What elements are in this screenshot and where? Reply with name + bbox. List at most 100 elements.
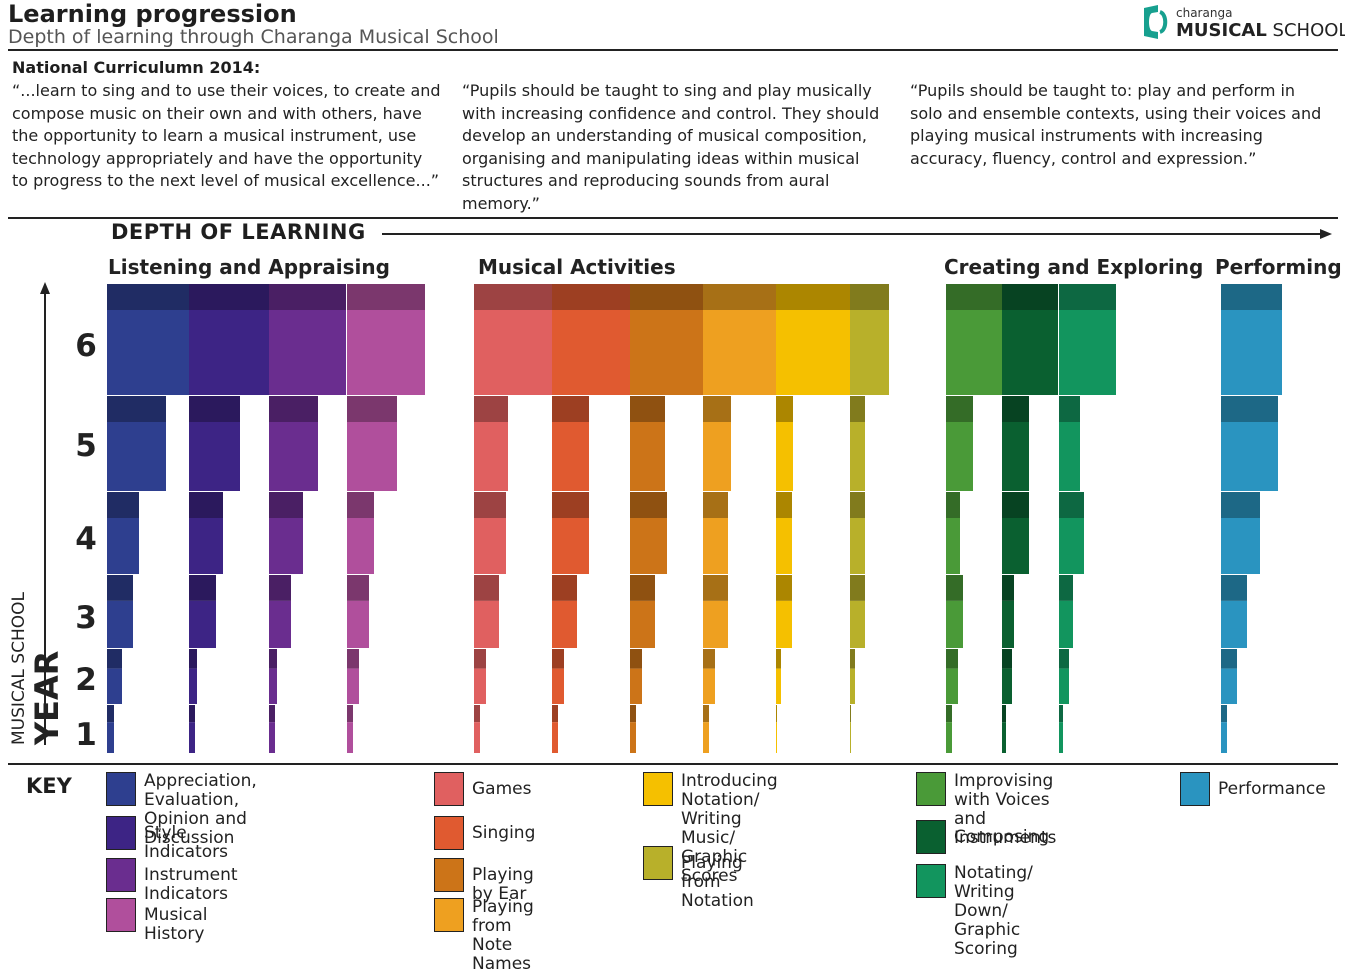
bar-10-1 bbox=[946, 722, 952, 753]
year-label-3: 3 bbox=[75, 600, 97, 636]
key-swatch bbox=[643, 846, 673, 880]
bar-cap-7-2 bbox=[703, 649, 715, 669]
bar-5-3 bbox=[552, 600, 577, 648]
bar-cap-7-3 bbox=[703, 575, 728, 601]
bar-cap-13-1 bbox=[1221, 705, 1227, 723]
bar-cap-10-2 bbox=[946, 649, 958, 669]
bar-cap-8-4 bbox=[776, 492, 792, 518]
bar-12-6 bbox=[1059, 310, 1116, 395]
bar-1-4 bbox=[189, 518, 223, 574]
bar-cap-4-6 bbox=[474, 284, 553, 310]
bar-1-2 bbox=[189, 668, 197, 704]
bar-cap-0-3 bbox=[107, 575, 133, 601]
bar-cap-8-2 bbox=[776, 649, 781, 669]
bar-cap-5-4 bbox=[552, 492, 589, 518]
bar-13-2 bbox=[1221, 668, 1237, 704]
bar-11-4 bbox=[1002, 518, 1029, 574]
bar-cap-12-3 bbox=[1059, 575, 1073, 601]
key-item-label: Playing from Notation bbox=[681, 853, 754, 911]
key-swatch bbox=[434, 816, 464, 850]
bar-cap-3-2 bbox=[347, 649, 359, 669]
group-heading-2: Creating and Exploring bbox=[944, 255, 1203, 279]
bar-cap-8-5 bbox=[776, 396, 793, 422]
bar-5-1 bbox=[552, 722, 558, 753]
bar-cap-7-5 bbox=[703, 396, 731, 422]
bar-11-1 bbox=[1002, 722, 1006, 753]
bar-cap-10-6 bbox=[946, 284, 1003, 310]
bar-cap-11-3 bbox=[1002, 575, 1014, 601]
bar-12-4 bbox=[1059, 518, 1084, 574]
bar-cap-2-1 bbox=[269, 705, 275, 723]
bar-cap-11-1 bbox=[1002, 705, 1006, 723]
bar-10-2 bbox=[946, 668, 958, 704]
bar-cap-4-1 bbox=[474, 705, 480, 723]
bar-8-6 bbox=[776, 310, 850, 395]
key-item-label: Playing from Note Names bbox=[472, 897, 534, 974]
bar-cap-12-4 bbox=[1059, 492, 1084, 518]
bar-2-4 bbox=[269, 518, 303, 574]
charanga-logo-icon bbox=[1144, 5, 1168, 39]
key-divider bbox=[8, 763, 1338, 765]
bar-cap-0-4 bbox=[107, 492, 139, 518]
bar-cap-2-3 bbox=[269, 575, 291, 601]
bar-4-1 bbox=[474, 722, 480, 753]
bar-cap-3-4 bbox=[347, 492, 374, 518]
bar-cap-6-6 bbox=[630, 284, 703, 310]
logo-big-text: MUSICAL SCHOOL bbox=[1176, 20, 1345, 41]
key-item-label: Style Indicators bbox=[144, 823, 228, 862]
bar-cap-5-1 bbox=[552, 705, 558, 723]
bar-13-1 bbox=[1221, 722, 1227, 753]
bar-cap-8-1 bbox=[776, 705, 777, 723]
bar-cap-4-4 bbox=[474, 492, 506, 518]
bar-3-5 bbox=[347, 422, 397, 491]
bar-cap-2-5 bbox=[269, 396, 318, 422]
bar-5-5 bbox=[552, 422, 589, 491]
bar-0-2 bbox=[107, 668, 122, 704]
bar-2-6 bbox=[269, 310, 346, 395]
bar-9-4 bbox=[850, 518, 865, 574]
key-swatch bbox=[434, 898, 464, 932]
bar-10-5 bbox=[946, 422, 973, 491]
bar-3-4 bbox=[347, 518, 374, 574]
key-swatch bbox=[916, 864, 946, 898]
bar-cap-3-3 bbox=[347, 575, 369, 601]
key-swatch bbox=[434, 858, 464, 892]
bar-7-1 bbox=[703, 722, 709, 753]
y-axis-label-small: MUSICAL SCHOOL bbox=[9, 592, 29, 745]
bar-cap-13-3 bbox=[1221, 575, 1247, 601]
bar-0-6 bbox=[107, 310, 189, 395]
year-axis-head bbox=[40, 282, 50, 294]
bar-cap-4-2 bbox=[474, 649, 486, 669]
bar-13-4 bbox=[1221, 518, 1260, 574]
bar-cap-8-6 bbox=[776, 284, 850, 310]
header-divider bbox=[8, 49, 1338, 51]
bar-0-3 bbox=[107, 600, 133, 648]
bar-7-4 bbox=[703, 518, 728, 574]
bar-2-2 bbox=[269, 668, 277, 704]
bar-cap-12-6 bbox=[1059, 284, 1116, 310]
bar-cap-7-4 bbox=[703, 492, 728, 518]
bar-4-3 bbox=[474, 600, 499, 648]
bar-cap-1-1 bbox=[189, 705, 195, 723]
charanga-logo: charanga MUSICAL SCHOOL bbox=[1140, 4, 1345, 44]
bar-8-3 bbox=[776, 600, 792, 648]
year-label-1: 1 bbox=[75, 717, 97, 753]
bar-cap-11-4 bbox=[1002, 492, 1029, 518]
bar-11-5 bbox=[1002, 422, 1029, 491]
bar-cap-6-3 bbox=[630, 575, 655, 601]
bar-cap-6-5 bbox=[630, 396, 665, 422]
bar-cap-7-6 bbox=[703, 284, 776, 310]
key-item-label: Improvising with Voices and Instruments bbox=[954, 771, 1057, 848]
bar-cap-5-5 bbox=[552, 396, 589, 422]
bar-cap-3-1 bbox=[347, 705, 353, 723]
page-title: Learning progression bbox=[8, 0, 297, 28]
bar-cap-12-5 bbox=[1059, 396, 1080, 422]
bar-cap-6-4 bbox=[630, 492, 667, 518]
key-item-label: Instrument Indicators bbox=[144, 865, 238, 904]
bar-cap-9-2 bbox=[850, 649, 855, 669]
bar-7-2 bbox=[703, 668, 715, 704]
bar-cap-6-1 bbox=[630, 705, 636, 723]
bar-cap-9-3 bbox=[850, 575, 865, 601]
y-axis-label-big: YEAR bbox=[28, 651, 66, 746]
bar-cap-0-1 bbox=[107, 705, 114, 723]
